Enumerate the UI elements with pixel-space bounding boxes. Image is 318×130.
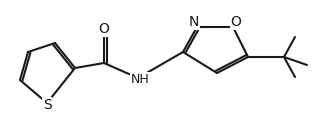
Text: S: S — [43, 98, 52, 112]
Text: O: O — [231, 15, 241, 29]
Text: NH: NH — [131, 73, 149, 86]
Text: N: N — [189, 15, 199, 29]
Text: O: O — [99, 22, 109, 36]
